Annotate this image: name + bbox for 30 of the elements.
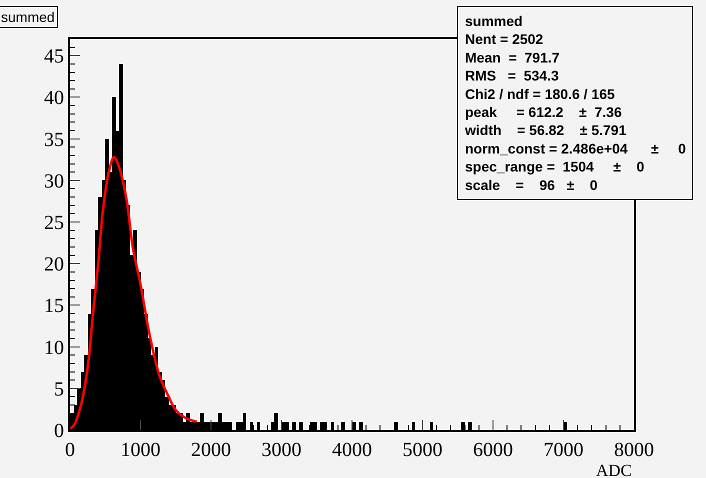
- y-tick-label: 0: [54, 420, 64, 442]
- annotation: Mean = 791.7: [465, 49, 560, 66]
- annotation: peak = 612.2 ± 7.36: [465, 104, 622, 120]
- x-tick-label: 3000: [262, 439, 302, 461]
- x-tick-label: 5000: [402, 439, 442, 461]
- x-tick-label: 6000: [473, 439, 513, 461]
- annotation: spec_range = 1504 ± 0: [465, 158, 644, 175]
- y-tick-label: 35: [44, 128, 64, 151]
- y-tick-label: 20: [44, 254, 64, 276]
- annotation: RMS = 534.3: [465, 68, 559, 84]
- y-tick-label: 5: [54, 378, 64, 400]
- annotation: Nent = 2502: [465, 31, 544, 48]
- x-tick-label: 8000: [614, 439, 654, 461]
- annotation: Chi2 / ndf = 180.6 / 165: [465, 86, 616, 102]
- annotation: width = 56.82 ± 5.791: [464, 122, 627, 138]
- annotation: norm_const = 2.486e+04 ± 0: [465, 140, 686, 156]
- y-tick-label: 25: [44, 212, 64, 234]
- y-tick-label: 40: [44, 87, 64, 110]
- text: summed: [465, 13, 523, 29]
- x-axis-title: ADC: [596, 461, 632, 478]
- y-tick-label: 45: [44, 46, 64, 68]
- annotation: scale = 96 ± 0: [465, 176, 598, 193]
- y-tick-label: 15: [44, 295, 64, 318]
- x-tick-label: 4000: [332, 439, 372, 461]
- x-tick-label: 7000: [544, 439, 584, 461]
- x-tick-label: 2000: [191, 439, 231, 461]
- y-tick-label: 30: [44, 170, 64, 192]
- y-tick-label: 10: [44, 336, 64, 359]
- chart-title: summed: [1, 9, 55, 25]
- x-tick-label: 1000: [120, 439, 160, 461]
